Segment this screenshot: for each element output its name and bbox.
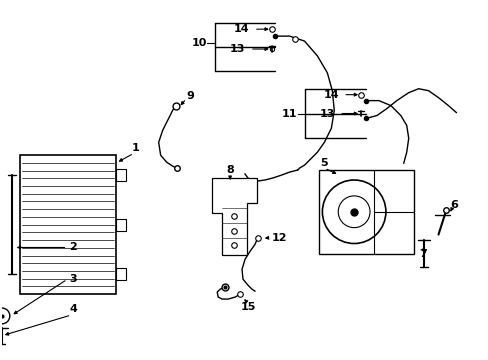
Bar	[20, 155, 116, 294]
Text: 2: 2	[69, 243, 77, 252]
Text: 8: 8	[226, 165, 234, 175]
Text: 13: 13	[319, 108, 334, 118]
Text: 3: 3	[69, 274, 77, 284]
Bar	[116, 268, 126, 280]
Text: 15: 15	[240, 302, 255, 312]
Text: 14: 14	[323, 90, 338, 100]
Text: 6: 6	[449, 200, 457, 210]
Text: 10: 10	[191, 38, 207, 48]
Bar	[116, 169, 126, 181]
Text: 14: 14	[234, 24, 249, 34]
Text: 12: 12	[271, 233, 287, 243]
Text: 11: 11	[282, 108, 297, 118]
Bar	[319, 170, 413, 255]
Text: 13: 13	[230, 44, 245, 54]
Bar	[116, 219, 126, 231]
Text: 9: 9	[186, 91, 194, 101]
Text: 1: 1	[132, 143, 140, 153]
Text: 4: 4	[69, 304, 77, 314]
Text: 7: 7	[419, 249, 427, 260]
Polygon shape	[212, 178, 256, 255]
Text: 5: 5	[320, 158, 327, 168]
